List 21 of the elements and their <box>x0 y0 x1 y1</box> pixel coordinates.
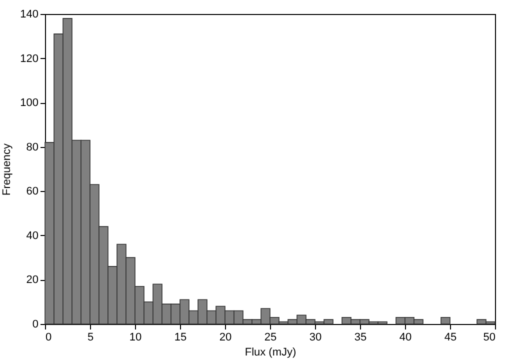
y-tick-label: 60 <box>26 186 38 198</box>
x-tick-label: 15 <box>174 332 187 344</box>
y-tick-label: 100 <box>20 97 38 110</box>
x-tick-label: 50 <box>483 332 496 344</box>
y-tick-label: 0 <box>32 318 38 330</box>
x-tick-label: 20 <box>219 332 232 344</box>
x-tick-label: 25 <box>264 332 277 344</box>
x-tick-label: 10 <box>129 332 142 344</box>
x-axis-title: Flux (mJy) <box>244 346 296 358</box>
y-tick-label: 40 <box>26 230 38 242</box>
x-tick-label: 0 <box>46 332 52 344</box>
y-axis-title: Frequency <box>1 143 14 196</box>
y-tick-label: 120 <box>20 52 38 65</box>
y-tick-label: 20 <box>26 274 38 286</box>
x-tick-label: 40 <box>399 332 412 344</box>
y-tick-label: 140 <box>20 8 38 20</box>
x-tick-label: 30 <box>309 332 322 344</box>
x-tick-label: 45 <box>444 332 457 344</box>
y-tick-label: 80 <box>26 141 38 154</box>
x-tick-label: 5 <box>87 332 94 344</box>
x-tick-label: 35 <box>354 332 367 344</box>
